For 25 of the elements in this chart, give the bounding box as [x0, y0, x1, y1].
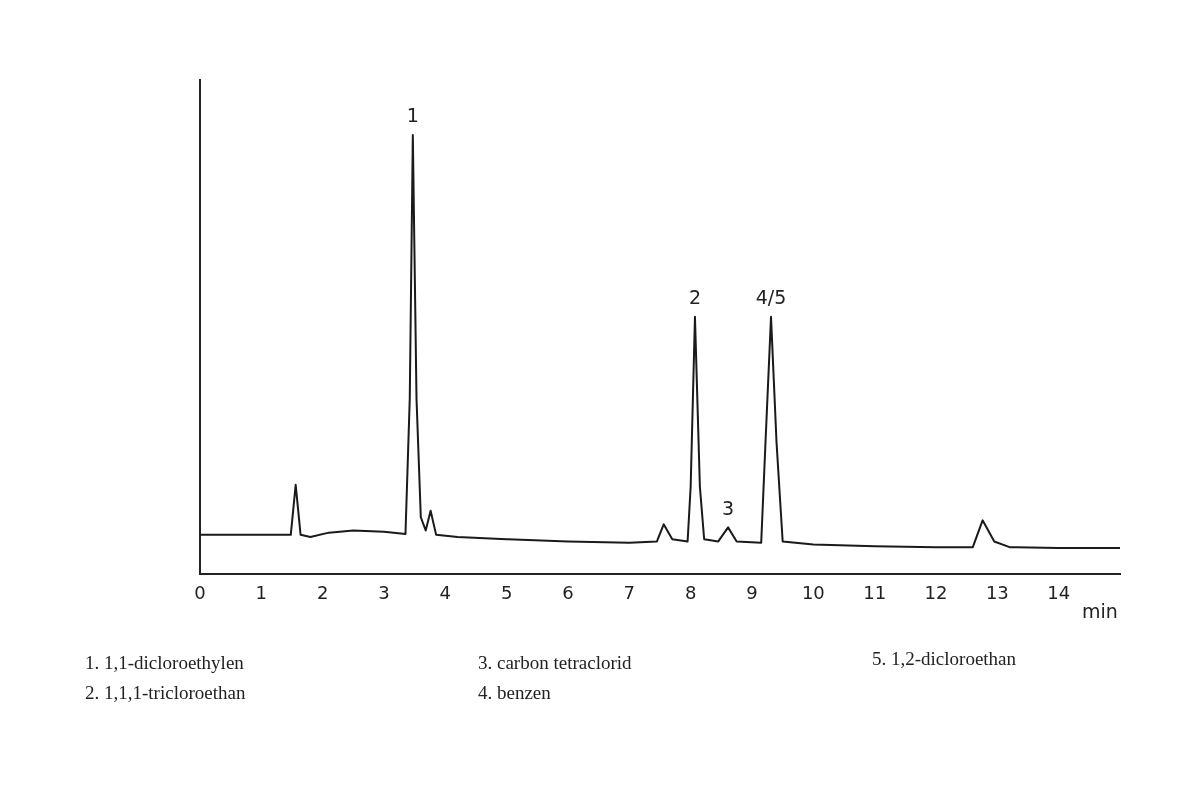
- x-tick-label: 0: [194, 581, 206, 603]
- x-tick-label: 2: [316, 581, 329, 603]
- x-axis-title: min: [1082, 600, 1118, 623]
- text: 3. carbon tetraclorid: [478, 652, 632, 674]
- x-tick-label: 10: [801, 581, 825, 603]
- x-tick-label: 4: [439, 581, 452, 603]
- x-tick-label: 13: [985, 581, 1009, 603]
- x-tick-label: 9: [746, 581, 758, 603]
- annotation: 3: [722, 496, 735, 519]
- x-tick-label: 11: [863, 581, 887, 603]
- annotation: 1: [406, 104, 419, 127]
- x-tick-label: 3: [378, 581, 390, 603]
- x-tick-label: 5: [500, 581, 513, 603]
- annotation: 4/5: [755, 286, 787, 309]
- x-tick-label: 6: [562, 581, 574, 603]
- annotation: 2: [688, 286, 702, 309]
- text: 2. 1,1,1-tricloroethan: [85, 682, 246, 704]
- x-tick-label: 7: [623, 581, 636, 603]
- x-tick-label: 8: [684, 581, 697, 603]
- x-tick-label: 14: [1047, 581, 1071, 603]
- text: 4. benzen: [478, 682, 551, 704]
- x-tick-label: 1: [255, 581, 268, 603]
- text: 1. 1,1-dicloroethylen: [85, 652, 244, 674]
- x-tick-label: 12: [924, 581, 948, 603]
- text: 5. 1,2-dicloroethan: [872, 648, 1017, 670]
